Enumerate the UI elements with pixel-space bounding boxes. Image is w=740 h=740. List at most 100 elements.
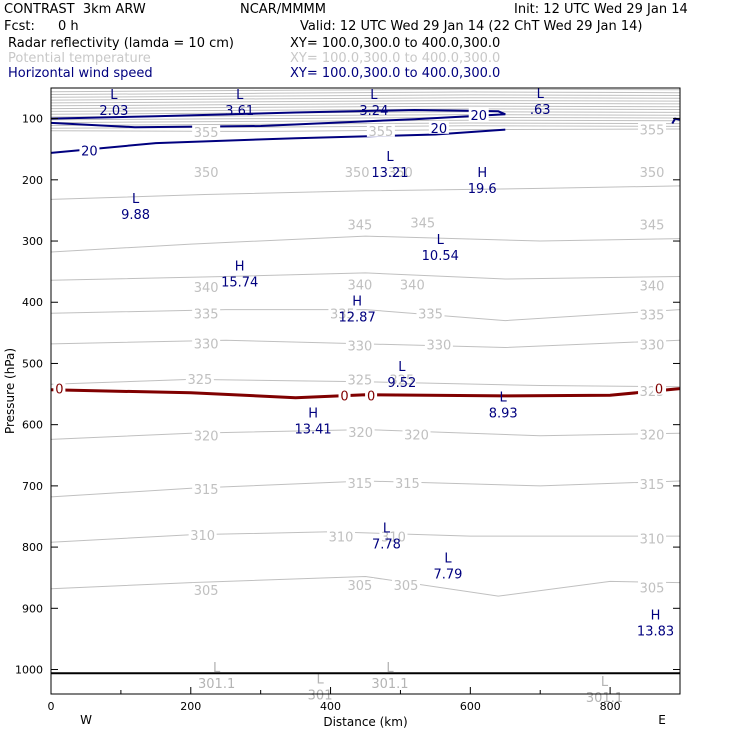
contour-label-bg	[638, 427, 667, 441]
extremum-kind-13: L	[383, 521, 391, 536]
theta-upper-contour-7	[51, 108, 680, 112]
extremum-value-19: 301.1	[586, 691, 623, 706]
theta-upper-contour-1	[51, 91, 680, 95]
contour-label-bg	[192, 125, 221, 139]
theta-upper-contour-2	[51, 94, 680, 98]
fcst-label: Fcst:	[4, 19, 35, 34]
extremum-value-12: 13.41	[294, 422, 331, 437]
field-name-theta: Potential temperature	[8, 51, 151, 66]
extremum-kind-8: H	[235, 259, 245, 274]
contour-label-0-10: 340	[194, 281, 219, 296]
contour-label-0-23: 325	[347, 373, 372, 388]
contour-label-0-17: 335	[640, 308, 665, 323]
extremum-value-6: 9.88	[121, 208, 150, 223]
extremum-kind-5: H	[477, 166, 487, 181]
extremum-kind-0: L	[110, 88, 118, 103]
theta-contour-top	[51, 128, 680, 133]
contour-label-0-8: 345	[410, 217, 435, 232]
extremum-value-0: 2.03	[99, 104, 128, 119]
contour-label-bg	[345, 372, 374, 386]
contour-label-bg	[638, 278, 667, 292]
contour-label-bg	[365, 388, 378, 402]
extremum-kind-18: L	[386, 661, 394, 676]
contour-label-0-39: 305	[347, 579, 372, 594]
extremum-value-14: 7.79	[433, 567, 462, 582]
plot-frame	[50, 87, 681, 695]
x-tick-label: 0	[48, 700, 55, 713]
contour-label-0-24: 325	[389, 373, 414, 388]
x-tick-label: 600	[460, 700, 481, 713]
theta-upper-contour-12	[51, 122, 680, 126]
contour-label-0-34: 310	[190, 529, 215, 544]
contour-label-0-21: 330	[640, 338, 665, 353]
contour-label-bg	[638, 307, 667, 321]
contour-label-bg	[387, 372, 416, 386]
contour-label-bg	[379, 529, 408, 543]
contour-label-bg	[185, 371, 214, 385]
wind-contour-lower	[51, 128, 506, 154]
contour-label-bg	[188, 527, 217, 541]
contour-label-0-30: 315	[194, 483, 219, 498]
contour-label-0-4: 350	[345, 166, 370, 181]
fcst-value: 0 h	[58, 19, 79, 34]
contour-label-0-29: 320	[640, 428, 665, 443]
contour-label-bg	[392, 578, 421, 592]
y-tick-label: 300	[22, 235, 43, 248]
extremum-kind-4: L	[386, 150, 394, 165]
theta-upper-contour-5	[51, 102, 680, 107]
extremum-kind-19: L	[601, 675, 609, 690]
contour-label-0-18: 330	[194, 337, 219, 352]
contour-label-bg	[345, 338, 374, 352]
extremum-kind-12: H	[308, 406, 318, 421]
contour-label-bg	[192, 428, 221, 442]
field-name-reflectivity: Radar reflectivity (lamda = 10 cm)	[8, 36, 234, 51]
x-tick-label: 800	[600, 700, 621, 713]
y-axis-label: Pressure (hPa)	[3, 348, 17, 434]
contour-label-0-36: 310	[381, 531, 406, 546]
extremum-kind-7: L	[437, 233, 445, 248]
contour-label-bg	[638, 531, 667, 545]
contour-label-bg	[638, 580, 667, 594]
contour-label-bg	[402, 427, 431, 441]
extremum-value-5: 19.6	[468, 182, 497, 197]
contour-label-bg	[192, 336, 221, 350]
valid-time: Valid: 12 UTC Wed 29 Jan 14 (22 ChT Wed …	[300, 19, 643, 34]
contour-label-bg	[345, 578, 374, 592]
extremum-kind-3: L	[537, 87, 545, 102]
extremum-kind-17: L	[316, 673, 324, 688]
contour-label-0-7: 345	[347, 219, 372, 234]
contour-label-bg	[327, 529, 356, 543]
contour-label-2-2: 0	[367, 389, 375, 404]
contour-label-bg	[386, 164, 415, 178]
contour-label-0-41: 305	[640, 581, 665, 596]
contour-label-bg	[653, 381, 666, 395]
contour-label-1-0: 20	[81, 144, 98, 159]
contour-label-2-1: 0	[340, 389, 348, 404]
x-tick-label: 200	[180, 700, 201, 713]
extremum-kind-14: L	[444, 551, 452, 566]
contour-label-2-3: 0	[655, 383, 663, 398]
init-time: Init: 12 UTC Wed 29 Jan 14	[514, 2, 688, 17]
theta-upper-contour-4	[51, 99, 680, 104]
contour-label-bg	[79, 143, 100, 157]
extremum-kind-2: L	[370, 88, 378, 103]
contour-label-0-28: 320	[404, 428, 429, 443]
west-label: W	[80, 713, 92, 727]
extremum-kind-10: L	[398, 360, 406, 375]
contour-label-bg	[408, 215, 437, 229]
extremum-value-2: 3.24	[359, 104, 388, 119]
extremum-value-15: 13.83	[637, 624, 674, 639]
field-xy-reflectivity: XY= 100.0,300.0 to 400.0,300.0	[290, 36, 501, 51]
model-title: CONTRAST 3km ARW	[4, 2, 146, 17]
contour-label-0-12: 340	[400, 278, 425, 293]
contour-label-bg	[468, 107, 489, 121]
contour-label-bg	[638, 122, 667, 136]
contour-label-bg	[343, 164, 372, 178]
contour-label-0-26: 320	[194, 430, 219, 445]
extremum-value-4: 13.21	[371, 166, 408, 181]
contour-label-0-3: 350	[194, 166, 219, 181]
contour-label-0-19: 330	[347, 340, 372, 355]
y-tick-label: 900	[22, 602, 43, 615]
contour-label-0-27: 320	[348, 426, 373, 441]
